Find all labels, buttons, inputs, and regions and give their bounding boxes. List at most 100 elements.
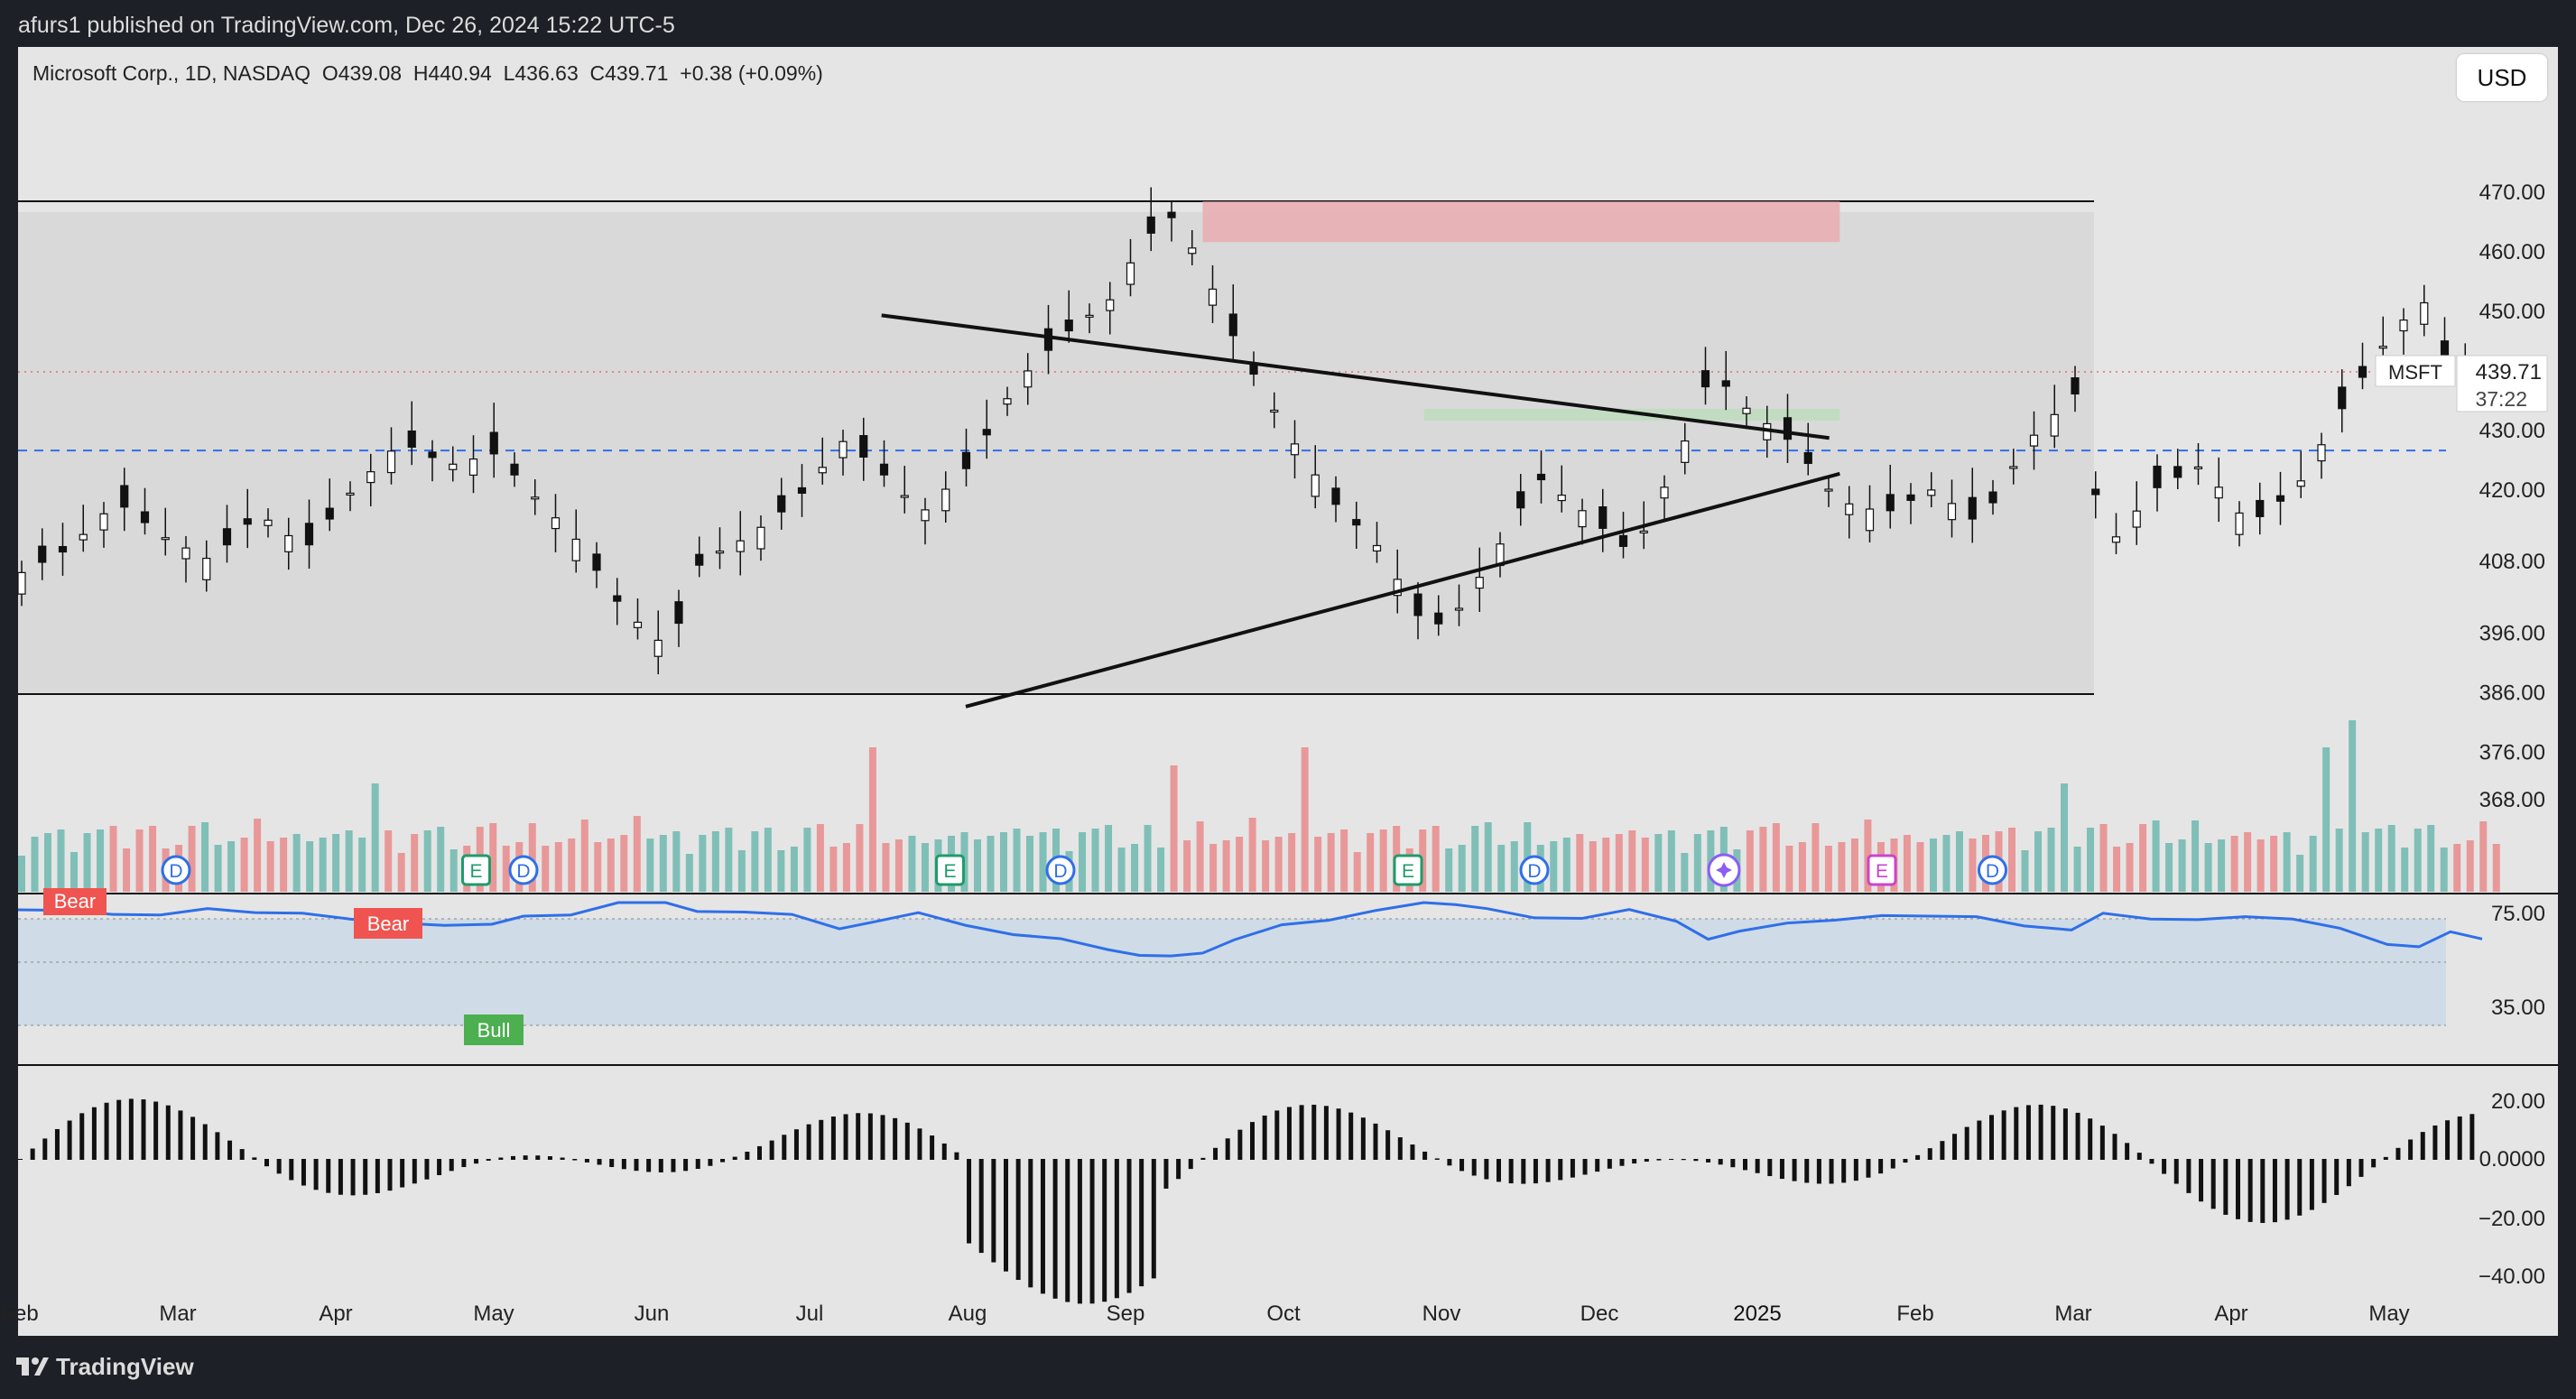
volume-bar: [1628, 830, 1636, 892]
macd-histogram-bar: [893, 1117, 898, 1160]
volume-bar: [2335, 829, 2343, 892]
candle-body: [2173, 466, 2182, 478]
tradingview-logo-icon: [16, 1357, 49, 1376]
macd-tick: −40.00: [2479, 1265, 2545, 1289]
macd-histogram-bar: [547, 1156, 552, 1160]
volume-bar: [2479, 821, 2488, 892]
macd-histogram-bar: [2383, 1156, 2388, 1160]
volume-bar: [1510, 841, 1518, 892]
macd-histogram-bar: [560, 1157, 565, 1160]
macd-histogram-bar: [486, 1159, 491, 1161]
candle-body: [1208, 288, 1218, 306]
macd-histogram-bar: [375, 1159, 380, 1193]
sparkle-icon: [1716, 862, 1732, 878]
macd-histogram-bar: [1644, 1159, 1649, 1163]
macd-histogram-bar: [757, 1145, 762, 1160]
candle-body: [140, 511, 150, 523]
candle-body: [1085, 314, 1094, 318]
macd-histogram-bar: [1964, 1126, 1969, 1160]
volume-bar: [397, 853, 405, 892]
volume-bar: [1785, 846, 1793, 892]
currency-button[interactable]: USD: [2457, 54, 2547, 101]
volume-bar: [987, 836, 995, 892]
candle-body: [1783, 417, 1793, 440]
candle-body: [2399, 320, 2408, 332]
countdown-label: 37:22: [2475, 387, 2527, 411]
volume-bar: [1236, 837, 1244, 892]
volume-bar: [1929, 838, 1937, 892]
volume-bar: [2191, 820, 2200, 892]
volume-bar: [1013, 829, 1021, 892]
candle-body: [1803, 451, 1812, 465]
rsi-band: [18, 919, 2446, 1025]
candle-body: [264, 519, 273, 526]
time-axis-label: Mar: [159, 1302, 196, 1326]
volume-bar: [594, 842, 602, 892]
time-axis-label: Mar: [2054, 1302, 2091, 1326]
candle-body: [181, 547, 190, 560]
volume-bar: [1550, 841, 1558, 892]
candle-body: [1578, 510, 1587, 528]
volume-bar: [725, 828, 733, 892]
time-axis-label: May: [473, 1302, 514, 1326]
macd-histogram-bar: [412, 1159, 417, 1184]
candle-body: [1927, 489, 1936, 496]
volume-bar: [437, 827, 445, 892]
earnings-marker: [1867, 854, 1897, 886]
macd-histogram-bar: [683, 1159, 689, 1172]
candle-body: [1413, 593, 1422, 616]
volume-bar: [18, 856, 25, 892]
candle-body: [1660, 486, 1669, 499]
candle-body: [1906, 494, 1915, 501]
volume-bar: [1824, 846, 1832, 892]
volume-bar: [2401, 848, 2409, 892]
candle-body: [1064, 320, 1073, 332]
time-axis-label: Feb: [1, 1302, 38, 1326]
candle-body: [2378, 346, 2387, 349]
macd-histogram-bar: [1607, 1159, 1612, 1169]
volume-bar: [1772, 823, 1780, 892]
macd-histogram-bar: [1989, 1115, 1994, 1160]
macd-histogram-bar: [2346, 1159, 2351, 1187]
volume-bar: [1798, 842, 1806, 892]
macd-histogram-bar: [128, 1098, 134, 1160]
macd-histogram-bar: [461, 1159, 467, 1168]
macd-histogram-bar: [67, 1120, 72, 1160]
candle-body: [756, 526, 765, 550]
macd-histogram-bar: [1102, 1159, 1107, 1302]
dividend-marker: [1045, 855, 1076, 885]
macd-histogram-bar: [1360, 1117, 1366, 1160]
candle-body: [2009, 466, 2018, 469]
macd-histogram-bar: [2088, 1118, 2093, 1160]
volume-bar: [319, 838, 327, 892]
macd-histogram-bar: [782, 1135, 787, 1160]
candle-body: [468, 458, 478, 477]
trendline-1: [965, 471, 1840, 709]
macd-histogram-bar: [2210, 1159, 2216, 1209]
macd-histogram-bar: [1151, 1159, 1156, 1279]
candle-body: [1188, 247, 1197, 255]
volume-bar: [1693, 834, 1701, 892]
macd-histogram-bar: [313, 1159, 319, 1191]
macd-histogram-bar: [1890, 1159, 1895, 1169]
candle-body: [613, 595, 622, 602]
volume-bar: [2178, 839, 2186, 892]
macd-histogram-bar: [1114, 1159, 1119, 1299]
price-axis-tick: 386.00: [2479, 681, 2545, 705]
macd-histogram-bar: [1977, 1120, 1982, 1160]
volume-bar: [227, 841, 236, 892]
candle-body: [346, 492, 355, 496]
volume-bar: [2256, 839, 2265, 892]
candle-body: [1824, 488, 1833, 492]
volume-bar: [607, 838, 615, 892]
volume-bar: [70, 852, 79, 892]
bear-label-1: Bear: [54, 890, 96, 913]
volume-bar: [921, 843, 929, 892]
volume-bar: [201, 822, 209, 892]
macd-histogram-bar: [1755, 1159, 1760, 1173]
macd-histogram-bar: [1459, 1159, 1465, 1172]
volume-bar: [711, 831, 719, 892]
candle-body: [449, 463, 458, 470]
volume-bar: [449, 849, 458, 892]
